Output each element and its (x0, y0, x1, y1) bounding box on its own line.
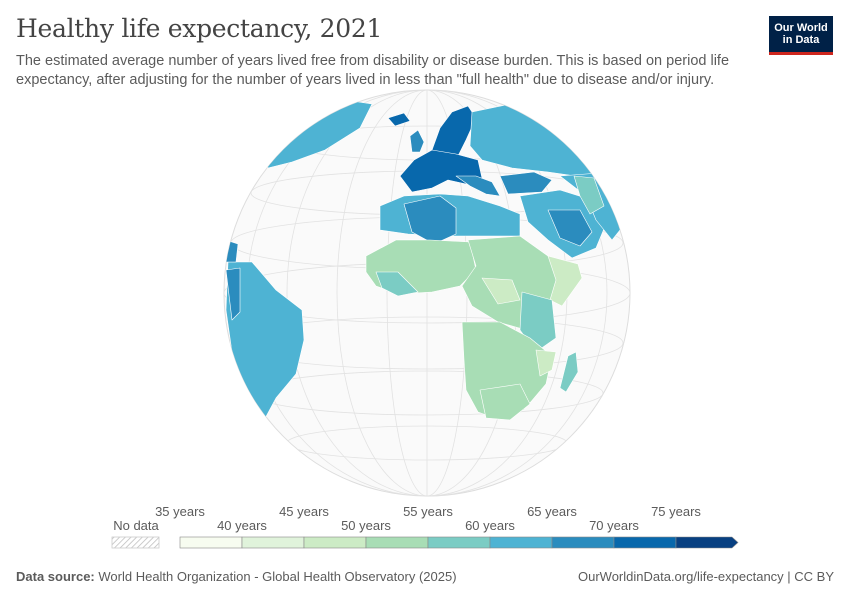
region-south-africa[interactable] (479, 383, 531, 421)
region-arabia[interactable] (547, 209, 593, 247)
region-uk[interactable] (409, 129, 425, 153)
legend-bin-5[interactable] (427, 536, 491, 549)
region-mozambique[interactable] (535, 349, 557, 377)
logo-line-2: in Data (782, 34, 820, 46)
legend-bin-4[interactable] (365, 536, 429, 549)
legend-bin-6[interactable] (489, 536, 553, 549)
region-turkey[interactable] (499, 171, 553, 195)
legend-upper-label-2: 45 years (279, 504, 329, 519)
chart-subtitle: The estimated average number of years li… (16, 53, 730, 88)
license-link[interactable]: OurWorldinData.org/life-expectancy | CC … (577, 569, 834, 584)
legend: No data 35 years 45 years 55 years 65 years… (111, 504, 739, 549)
legend-bin-1[interactable] (179, 536, 243, 549)
region-madagascar[interactable] (559, 351, 579, 393)
legend-no-data-swatch (111, 536, 160, 549)
region-west-coast[interactable] (375, 271, 419, 297)
legend-lower-label-3: 60 years (465, 518, 515, 533)
legend-bin-7[interactable] (551, 536, 615, 549)
legend-upper-label-3: 55 years (403, 504, 453, 519)
legend-lower-label-2: 50 years (341, 518, 391, 533)
legend-bin-2[interactable] (241, 536, 305, 549)
chart-title: Healthy life expectancy, 2021 (16, 14, 383, 43)
owid-logo[interactable]: Our World in Data (769, 16, 833, 55)
legend-bin-3[interactable] (303, 536, 367, 549)
region-andes[interactable] (225, 267, 241, 321)
region-southern-europe[interactable] (455, 175, 501, 197)
globe (223, 89, 631, 497)
region-congo[interactable] (481, 277, 521, 305)
legend-lower-label-1: 40 years (217, 518, 267, 533)
region-south-asia[interactable] (573, 175, 605, 215)
legend-upper-label-1: 35 years (155, 504, 205, 519)
region-iceland[interactable] (387, 112, 411, 127)
legend-no-data-label: No data (113, 518, 159, 533)
region-caribbean[interactable] (225, 239, 239, 263)
region-east-africa[interactable] (519, 291, 557, 353)
legend-lower-label-4: 70 years (589, 518, 639, 533)
legend-bin-9[interactable] (675, 536, 739, 549)
legend-upper-label-4: 65 years (527, 504, 577, 519)
source-label: Data source: (16, 569, 95, 584)
legend-upper-label-5: 75 years (651, 504, 701, 519)
legend-bin-8[interactable] (613, 536, 677, 549)
source-link[interactable]: World Health Organization - Global Healt… (98, 569, 457, 584)
region-algeria[interactable] (403, 195, 457, 245)
footer: Data source: World Health Organization -… (16, 569, 834, 584)
region-horn-of-africa[interactable] (547, 255, 583, 307)
logo-line-1: Our World (774, 22, 828, 34)
